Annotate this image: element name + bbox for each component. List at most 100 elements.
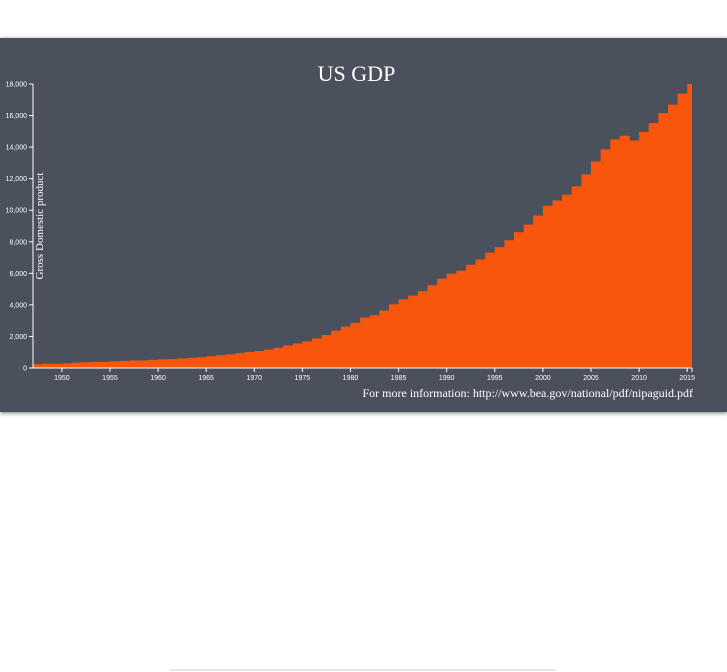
bar-2006 <box>600 149 611 368</box>
y-axis-label: Gross Domestic product <box>34 173 46 280</box>
y-tick-label: 14,000 <box>6 145 28 152</box>
bar-1966 <box>215 355 226 368</box>
bar-1991 <box>456 270 467 368</box>
bar-1964 <box>196 357 207 368</box>
y-tick-label: 6,000 <box>9 271 27 278</box>
bar-1962 <box>177 358 188 368</box>
bar-2009 <box>629 140 640 368</box>
y-axis: 0 2,000 4,000 6,000 8,000 10,000 12,000 14,000 1… <box>6 82 34 373</box>
x-tick-label: 1965 <box>198 375 214 382</box>
bar-2007 <box>610 139 621 368</box>
bar-2010 <box>639 131 650 368</box>
bar-2012 <box>658 113 669 368</box>
bar-1985 <box>398 299 409 368</box>
bar-1965 <box>206 356 217 368</box>
x-tick-label: 1985 <box>391 375 407 382</box>
bar-1976 <box>311 338 323 368</box>
bar-2004 <box>581 174 592 368</box>
bar-1955 <box>109 361 120 368</box>
bar-2001 <box>552 200 563 368</box>
x-axis: 1950 1955 1960 1965 1970 1975 1980 1985 1990 1995… <box>33 367 695 382</box>
bar-1996 <box>504 240 515 368</box>
bar-1975 <box>302 341 313 368</box>
bars-group <box>33 84 692 369</box>
bar-1993 <box>475 259 486 368</box>
bar-1980 <box>350 322 361 368</box>
bar-1989 <box>437 278 448 368</box>
bar-1982 <box>369 315 380 368</box>
bar-2000 <box>542 205 553 368</box>
x-tick-label: 1975 <box>295 375 311 382</box>
bar-1958 <box>138 360 149 368</box>
bar-1961 <box>167 359 178 368</box>
bar-1969 <box>244 351 255 368</box>
y-tick-label: 0 <box>23 366 27 373</box>
bar-1981 <box>360 317 371 368</box>
bar-1983 <box>379 310 390 368</box>
bar-2003 <box>571 186 582 368</box>
x-tick-label: 1995 <box>487 375 503 382</box>
bar-1995 <box>494 247 505 368</box>
y-tick-label: 18,000 <box>6 82 28 89</box>
bar-1949 <box>52 363 63 368</box>
x-tick-label: 1980 <box>343 375 359 382</box>
bar-1994 <box>485 252 496 368</box>
bar-2014 <box>677 93 688 368</box>
bar-1957 <box>129 360 140 368</box>
bar-1988 <box>427 285 438 368</box>
bar-1992 <box>465 264 476 368</box>
bar-1971 <box>263 349 274 368</box>
bar-1953 <box>90 361 101 368</box>
bar-1978 <box>331 330 342 368</box>
bar-1951 <box>71 362 82 368</box>
x-tick-label: 1960 <box>150 375 166 382</box>
bar-1960 <box>158 359 169 368</box>
bar-2008 <box>619 135 630 368</box>
x-tick-label: 1950 <box>54 375 70 382</box>
bar-2002 <box>562 194 573 368</box>
x-tick-label: 1990 <box>439 375 455 382</box>
y-tick-label: 12,000 <box>6 176 28 183</box>
bar-1967 <box>225 354 236 368</box>
bar-1954 <box>100 361 111 368</box>
x-tick-label: 2000 <box>535 375 551 382</box>
bar-1956 <box>119 360 130 368</box>
bar-1986 <box>408 295 419 368</box>
y-tick-label: 10,000 <box>6 208 28 215</box>
x-tick-label: 1970 <box>246 375 262 382</box>
bar-1950 <box>61 363 72 368</box>
chart-panel: US GDP 0 2,000 4,000 6,000 8,000 10,000 12,000… <box>0 38 727 412</box>
chart-title: US GDP <box>317 61 396 86</box>
y-tick-label: 8,000 <box>9 239 27 246</box>
bar-2015 <box>687 84 692 368</box>
x-tick-label: 1955 <box>102 375 118 382</box>
bar-1979 <box>340 326 351 368</box>
bar-1997 <box>514 232 525 368</box>
bar-1999 <box>533 215 544 368</box>
y-tick-label: 16,000 <box>6 113 28 120</box>
bar-1947 <box>33 364 44 368</box>
bar-2005 <box>590 161 602 368</box>
bar-1987 <box>417 291 428 368</box>
bar-1952 <box>81 362 92 368</box>
y-tick-label: 4,000 <box>9 302 27 309</box>
bar-1968 <box>235 353 246 368</box>
gdp-bar-chart: 0 2,000 4,000 6,000 8,000 10,000 12,000 14,000 1… <box>6 82 696 383</box>
bar-1973 <box>283 345 294 368</box>
x-tick-label: 2005 <box>583 375 599 382</box>
bar-1970 <box>254 351 265 368</box>
x-tick-label: 2015 <box>679 375 695 382</box>
source-note: For more information: http://www.bea.gov… <box>362 386 694 400</box>
bar-2011 <box>648 123 659 368</box>
bar-1984 <box>388 304 399 368</box>
bar-1948 <box>42 363 53 368</box>
bar-2013 <box>667 104 678 369</box>
bar-1974 <box>292 343 303 368</box>
bar-1963 <box>186 357 197 368</box>
x-tick-label: 2010 <box>631 375 647 382</box>
bar-1977 <box>321 335 332 368</box>
bar-1998 <box>523 224 534 368</box>
bar-1990 <box>446 273 457 368</box>
bar-1959 <box>148 359 159 368</box>
